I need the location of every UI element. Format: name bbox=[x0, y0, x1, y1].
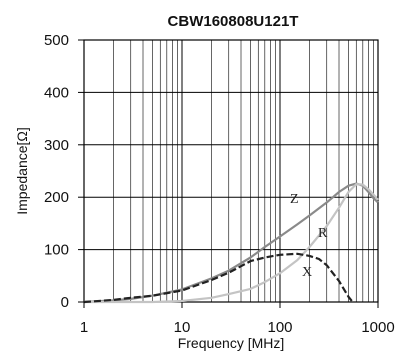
y-tick-label: 300 bbox=[44, 137, 69, 154]
series-label-z: Z bbox=[290, 192, 299, 207]
y-tick-label: 100 bbox=[44, 242, 69, 259]
series-labels: Z R X bbox=[290, 192, 328, 280]
series-line-r bbox=[84, 183, 379, 304]
x-axis-label: Frequency [MHz] bbox=[178, 335, 285, 351]
y-axis-label: Impedance[Ω] bbox=[14, 127, 30, 215]
series-lines bbox=[83, 182, 379, 304]
y-tick-label: 500 bbox=[44, 32, 69, 49]
series-label-r: R bbox=[318, 226, 328, 241]
series-line-x bbox=[83, 252, 354, 304]
tick-labels: 1 10 100 1000 0 100 200 300 400 500 bbox=[44, 32, 395, 336]
y-tick-label: 400 bbox=[44, 84, 69, 101]
series-label-x: X bbox=[302, 265, 312, 280]
x-tick-label: 1 bbox=[80, 319, 88, 336]
series-line-z bbox=[83, 182, 379, 304]
x-tick-label: 100 bbox=[267, 319, 292, 336]
grid-lines bbox=[83, 39, 379, 303]
plot-frame bbox=[83, 39, 379, 303]
x-tick-label: 10 bbox=[174, 319, 191, 336]
chart-title: CBW160808U121T bbox=[168, 13, 299, 30]
y-tick-label: 0 bbox=[61, 294, 69, 311]
y-tick-label: 200 bbox=[44, 189, 69, 206]
x-tick-label: 1000 bbox=[361, 319, 394, 336]
